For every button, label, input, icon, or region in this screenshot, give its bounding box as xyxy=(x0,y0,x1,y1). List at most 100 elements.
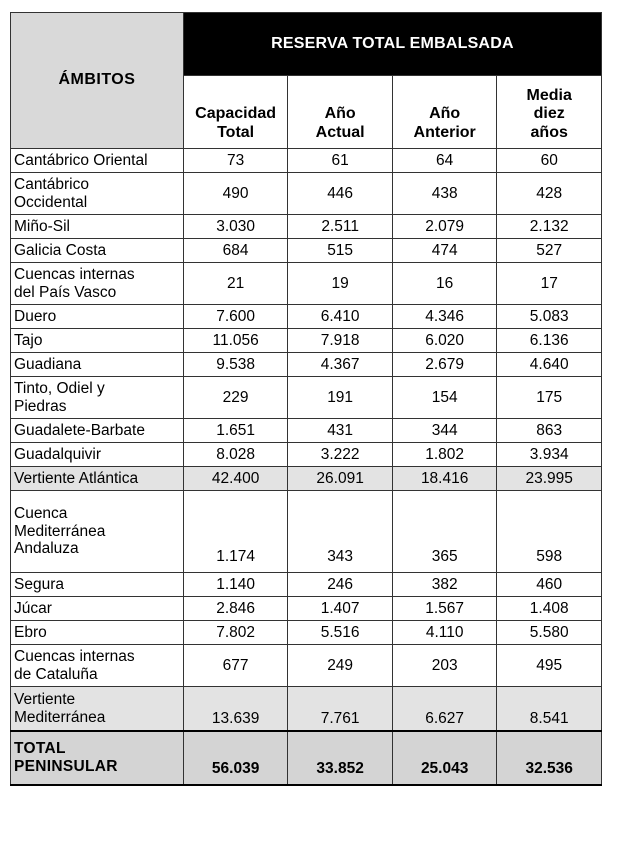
cell-media-diez-anos: 527 xyxy=(496,238,602,263)
cell-capacidad-total: 9.538 xyxy=(182,352,289,377)
cell-media-diez-anos: 598 xyxy=(496,490,602,573)
cell-media-diez-anos: 8.541 xyxy=(496,686,602,732)
row-label: Ebro xyxy=(10,620,184,645)
cell-ano-actual: 6.410 xyxy=(287,304,393,329)
row-label: Duero xyxy=(10,304,184,329)
reservoir-table-container: ÁMBITOS RESERVA TOTAL EMBALSADA Capacida… xyxy=(10,12,603,786)
row-label: Cantábrico Occidental xyxy=(10,172,184,215)
cell-capacidad-total: 42.400 xyxy=(182,466,289,491)
cell-ano-actual: 246 xyxy=(287,572,393,597)
cell-ano-actual: 446 xyxy=(287,172,393,215)
cell-media-diez-anos: 5.083 xyxy=(496,304,602,329)
table-row: Tinto, Odiel y Piedras 229 191 154 175 xyxy=(10,376,602,419)
cell-media-diez-anos: 23.995 xyxy=(496,466,602,491)
table-row: Galicia Costa 684 515 474 527 xyxy=(10,238,602,263)
cell-capacidad-total: 1.140 xyxy=(182,572,289,597)
cell-capacidad-total: 2.846 xyxy=(182,596,289,621)
cell-media-diez-anos: 32.536 xyxy=(496,730,602,786)
cell-capacidad-total: 7.600 xyxy=(182,304,289,329)
cell-media-diez-anos: 3.934 xyxy=(496,442,602,467)
table-row: Cuenca Mediterránea Andaluza 1.174 343 365 5… xyxy=(10,490,602,573)
cell-ano-anterior: 4.346 xyxy=(391,304,498,329)
cell-capacidad-total: 1.651 xyxy=(182,418,289,443)
cell-ano-anterior: 382 xyxy=(391,572,498,597)
cell-ano-actual: 191 xyxy=(287,376,393,419)
cell-media-diez-anos: 6.136 xyxy=(496,328,602,353)
cell-ano-actual: 249 xyxy=(287,644,393,687)
row-label: Miño-Sil xyxy=(10,214,184,239)
cell-ano-actual: 5.516 xyxy=(287,620,393,645)
row-header-ambitos: ÁMBITOS xyxy=(10,12,184,149)
subtotal-row: Vertiente Mediterránea 13.639 7.761 6.627 8.… xyxy=(10,686,602,732)
cell-media-diez-anos: 17 xyxy=(496,262,602,305)
row-label: TOTAL PENINSULAR xyxy=(10,730,184,786)
column-header-ano-actual: Año Actual xyxy=(287,75,393,149)
row-label: Cuenca Mediterránea Andaluza xyxy=(10,490,184,573)
cell-ano-anterior: 2.079 xyxy=(391,214,498,239)
cell-ano-anterior: 1.802 xyxy=(391,442,498,467)
table-row: Cuencas internas de Cataluña 677 249 203 495 xyxy=(10,644,602,687)
cell-capacidad-total: 13.639 xyxy=(182,686,289,732)
cell-media-diez-anos: 1.408 xyxy=(496,596,602,621)
cell-ano-actual: 343 xyxy=(287,490,393,573)
row-label: Vertiente Mediterránea xyxy=(10,686,184,732)
reservoir-table: ÁMBITOS RESERVA TOTAL EMBALSADA Capacida… xyxy=(10,12,603,786)
table-row: Duero 7.600 6.410 4.346 5.083 xyxy=(10,304,602,329)
row-label: Cuencas internas de Cataluña xyxy=(10,644,184,687)
cell-ano-anterior: 18.416 xyxy=(391,466,498,491)
table-row: Segura 1.140 246 382 460 xyxy=(10,572,602,597)
cell-ano-actual: 3.222 xyxy=(287,442,393,467)
cell-ano-actual: 19 xyxy=(287,262,393,305)
cell-ano-anterior: 438 xyxy=(391,172,498,215)
cell-ano-actual: 1.407 xyxy=(287,596,393,621)
cell-ano-actual: 2.511 xyxy=(287,214,393,239)
cell-media-diez-anos: 495 xyxy=(496,644,602,687)
cell-ano-actual: 431 xyxy=(287,418,393,443)
cell-media-diez-anos: 863 xyxy=(496,418,602,443)
subtotal-row: Vertiente Atlántica 42.400 26.091 18.416 23.… xyxy=(10,466,602,491)
cell-capacidad-total: 56.039 xyxy=(182,730,289,786)
table-row: Ebro 7.802 5.516 4.110 5.580 xyxy=(10,620,602,645)
row-label: Cuencas internas del País Vasco xyxy=(10,262,184,305)
cell-ano-anterior: 6.020 xyxy=(391,328,498,353)
row-label: Júcar xyxy=(10,596,184,621)
cell-ano-anterior: 6.627 xyxy=(391,686,498,732)
cell-capacidad-total: 677 xyxy=(182,644,289,687)
row-label: Guadiana xyxy=(10,352,184,377)
cell-ano-actual: 61 xyxy=(287,148,393,173)
cell-capacidad-total: 7.802 xyxy=(182,620,289,645)
table-row: Guadiana 9.538 4.367 2.679 4.640 xyxy=(10,352,602,377)
row-label: Guadalete-Barbate xyxy=(10,418,184,443)
cell-ano-actual: 33.852 xyxy=(287,730,393,786)
cell-ano-anterior: 16 xyxy=(391,262,498,305)
row-label: Guadalquivir xyxy=(10,442,184,467)
cell-capacidad-total: 3.030 xyxy=(182,214,289,239)
cell-ano-actual: 515 xyxy=(287,238,393,263)
cell-media-diez-anos: 60 xyxy=(496,148,602,173)
cell-capacidad-total: 73 xyxy=(182,148,289,173)
total-row: TOTAL PENINSULAR 56.039 33.852 25.043 32.536 xyxy=(10,730,602,786)
cell-capacidad-total: 8.028 xyxy=(182,442,289,467)
cell-media-diez-anos: 460 xyxy=(496,572,602,597)
row-label: Segura xyxy=(10,572,184,597)
cell-media-diez-anos: 5.580 xyxy=(496,620,602,645)
cell-ano-anterior: 64 xyxy=(391,148,498,173)
cell-ano-anterior: 4.110 xyxy=(391,620,498,645)
cell-ano-actual: 4.367 xyxy=(287,352,393,377)
column-header-media-diez-anos: Media diez años xyxy=(496,75,602,149)
cell-ano-anterior: 365 xyxy=(391,490,498,573)
table-row: Júcar 2.846 1.407 1.567 1.408 xyxy=(10,596,602,621)
row-label: Vertiente Atlántica xyxy=(10,466,184,491)
row-label: Tinto, Odiel y Piedras xyxy=(10,376,184,419)
cell-media-diez-anos: 4.640 xyxy=(496,352,602,377)
table-row: Cuencas internas del País Vasco 21 19 16 17 xyxy=(10,262,602,305)
cell-ano-actual: 7.918 xyxy=(287,328,393,353)
cell-capacidad-total: 11.056 xyxy=(182,328,289,353)
row-label: Cantábrico Oriental xyxy=(10,148,184,173)
column-header-capacidad-total: Capacidad Total xyxy=(182,75,289,149)
cell-ano-actual: 26.091 xyxy=(287,466,393,491)
cell-ano-anterior: 25.043 xyxy=(391,730,498,786)
table-row: Miño-Sil 3.030 2.511 2.079 2.132 xyxy=(10,214,602,239)
cell-media-diez-anos: 175 xyxy=(496,376,602,419)
row-label: Galicia Costa xyxy=(10,238,184,263)
